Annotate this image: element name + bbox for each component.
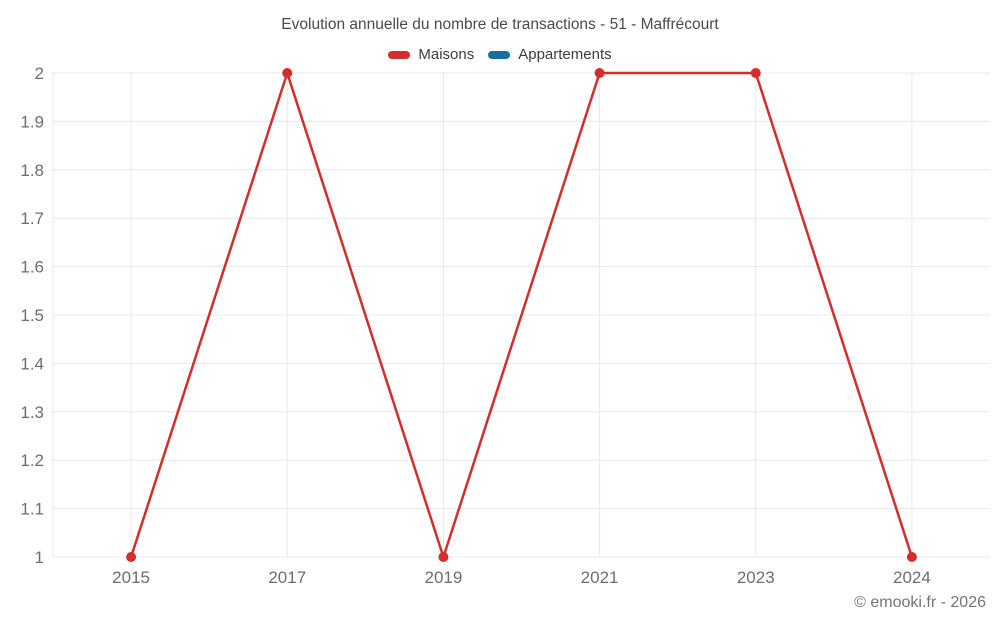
x-tick-label: 2021 bbox=[581, 568, 619, 587]
y-tick-label: 1.1 bbox=[20, 500, 44, 519]
maisons-data-point[interactable] bbox=[282, 68, 293, 78]
x-tick-label: 2023 bbox=[737, 568, 775, 587]
y-tick-label: 1.2 bbox=[20, 451, 44, 470]
y-tick-label: 1 bbox=[35, 548, 44, 567]
y-tick-label: 1.7 bbox=[20, 209, 44, 228]
y-tick-label: 1.3 bbox=[20, 403, 44, 422]
maisons-data-point[interactable] bbox=[594, 68, 605, 78]
y-tick-label: 1.8 bbox=[20, 161, 44, 180]
y-tick-label: 1.5 bbox=[20, 306, 44, 325]
legend: Maisons Appartements bbox=[0, 46, 1000, 63]
maisons-series-line bbox=[129, 71, 914, 559]
x-tick-label: 2017 bbox=[268, 568, 306, 587]
chart-title: Evolution annuelle du nombre de transact… bbox=[281, 16, 719, 33]
legend-item-appartements[interactable]: Appartements bbox=[488, 46, 612, 63]
legend-item-maisons[interactable]: Maisons bbox=[388, 46, 474, 63]
x-tick-label: 2015 bbox=[112, 568, 150, 587]
maisons-data-point[interactable] bbox=[906, 552, 917, 562]
y-tick-label: 1.4 bbox=[20, 354, 44, 373]
y-tick-label: 1.6 bbox=[20, 258, 44, 277]
maisons-data-point[interactable] bbox=[126, 552, 137, 562]
x-tick-label: 2024 bbox=[893, 568, 931, 587]
y-tick-label: 1.9 bbox=[20, 112, 44, 131]
y-tick-label: 2 bbox=[35, 64, 44, 83]
appartements-legend-swatch-icon bbox=[488, 50, 511, 59]
maisons-legend-swatch-icon bbox=[388, 50, 411, 59]
copyright-footer: © emooki.fr - 2026 bbox=[854, 594, 986, 611]
x-tick-label: 2019 bbox=[425, 568, 463, 587]
legend-label-maisons: Maisons bbox=[418, 46, 475, 63]
maisons-data-point[interactable] bbox=[438, 552, 449, 562]
maisons-data-point[interactable] bbox=[750, 68, 761, 78]
legend-label-appartements: Appartements bbox=[518, 46, 612, 63]
